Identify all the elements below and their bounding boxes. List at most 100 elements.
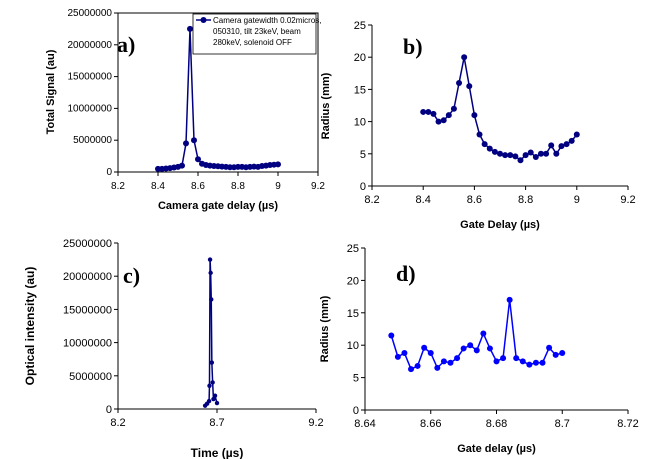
x-axis-label: Gate delay (µs) <box>457 443 536 455</box>
data-point <box>454 355 461 362</box>
data-point <box>466 83 473 90</box>
data-point <box>481 141 488 148</box>
data-point <box>507 152 514 159</box>
legend: Camera gatewidth 0.02micros, 050310, tilt… <box>192 13 322 55</box>
plot-frame <box>117 12 319 173</box>
data-point <box>497 150 503 157</box>
data-point <box>427 349 434 356</box>
data-point <box>420 108 427 115</box>
y-axis-label: Optical intensity (au) <box>23 267 37 386</box>
panel-label: a) <box>117 32 135 57</box>
data-point <box>573 131 580 138</box>
data-point <box>506 296 513 303</box>
data-point <box>491 148 498 155</box>
data-point <box>552 351 559 358</box>
data-point <box>522 152 529 159</box>
data-point <box>388 332 395 339</box>
chart-panel-d: 0 5 10 15 20 25 8.64 8.66 8.68 8.7 8.72 Gate delay … <box>319 243 639 455</box>
x-tick-label: 9 <box>275 181 281 192</box>
data-point <box>493 358 500 365</box>
y-tick-label: 25 <box>354 20 366 32</box>
data-point <box>440 358 447 365</box>
x-tick-label: 9.2 <box>311 181 325 192</box>
data-point <box>543 150 550 157</box>
y-tick-label: 20 <box>354 52 366 64</box>
data-point <box>471 112 478 119</box>
data-point <box>434 364 441 371</box>
y-tick-label: 25000000 <box>68 8 113 19</box>
x-tick-label: 8.2 <box>364 194 379 206</box>
data-point <box>209 360 215 365</box>
y-tick-label: 0 <box>106 167 112 178</box>
x-axis-label: Camera gate delay (µs) <box>158 200 278 212</box>
legend-text: 050310, tilt 23keV, beam <box>213 27 301 36</box>
data-point <box>212 393 218 398</box>
y-axis-label: Radius (mm) <box>319 295 331 362</box>
y-tick-label: 15 <box>347 308 359 320</box>
data-point <box>568 137 575 144</box>
data-point <box>558 143 565 150</box>
data-point <box>425 108 432 115</box>
data-point <box>187 25 193 32</box>
data-point <box>445 112 452 119</box>
data-point <box>486 145 493 152</box>
data-point <box>467 342 474 349</box>
x-tick-label: 8.8 <box>518 194 533 206</box>
y-tick-label: 20000000 <box>63 271 112 283</box>
y-tick-label: 0 <box>353 405 359 417</box>
y-tick-label: 25 <box>347 243 359 255</box>
x-tick-label: 9.2 <box>620 194 635 206</box>
x-tick-label: 8.7 <box>555 418 570 430</box>
y-tick-label: 15 <box>354 84 366 96</box>
data-point <box>450 105 457 112</box>
y-tick-label: 5 <box>360 149 366 161</box>
data-point <box>191 137 197 144</box>
x-tick-label: 8.64 <box>354 418 375 430</box>
y-axis-label: Total Signal (au) <box>45 49 57 134</box>
data-point <box>512 153 519 160</box>
y-tick-label: 5000000 <box>73 135 112 146</box>
data-point <box>500 355 507 362</box>
data-point <box>275 161 281 168</box>
y-tick-label: 10000000 <box>63 338 112 350</box>
x-tick-label: 9 <box>574 194 580 206</box>
data-point <box>553 150 560 157</box>
data-point <box>563 141 570 148</box>
y-axis-label: Radius (mm) <box>320 72 332 139</box>
data-point <box>408 366 415 373</box>
data-point <box>209 297 214 302</box>
data-point <box>456 79 463 86</box>
data-point <box>210 380 215 385</box>
y-tick-label: 25000000 <box>63 238 112 250</box>
x-tick-label: 8.72 <box>617 418 638 430</box>
y-tick-label: 5 <box>353 373 359 385</box>
y-tick-label: 10 <box>354 117 366 129</box>
data-point <box>208 270 213 276</box>
data-point <box>207 257 213 262</box>
data-point <box>513 355 520 362</box>
data-point <box>207 383 212 388</box>
data-point <box>526 361 533 368</box>
data-point <box>401 349 408 356</box>
chart-panel-a: 0 5000000 10000000 15000000 20000000 25000000… <box>45 8 325 212</box>
data-point <box>502 152 509 159</box>
data-point <box>430 110 437 117</box>
data-point <box>480 330 487 337</box>
y-tick-label: 15000000 <box>63 304 112 316</box>
data-point <box>421 344 428 351</box>
data-point <box>447 359 454 366</box>
data-point <box>414 362 421 369</box>
data-point <box>548 142 555 149</box>
y-tick-label: 0 <box>360 181 366 193</box>
data-point <box>179 162 185 169</box>
x-axis-label: Gate Delay (µs) <box>460 219 540 231</box>
data-point <box>559 349 566 356</box>
panel-label: d) <box>396 261 416 286</box>
data-point <box>537 150 544 157</box>
data-point <box>473 347 480 354</box>
data-point <box>539 359 546 366</box>
chart-panel-c: 0 5000000 10000000 15000000 20000000 25000000… <box>23 238 324 459</box>
x-tick-label: 8.6 <box>191 181 205 192</box>
x-tick-label: 8.4 <box>416 194 431 206</box>
